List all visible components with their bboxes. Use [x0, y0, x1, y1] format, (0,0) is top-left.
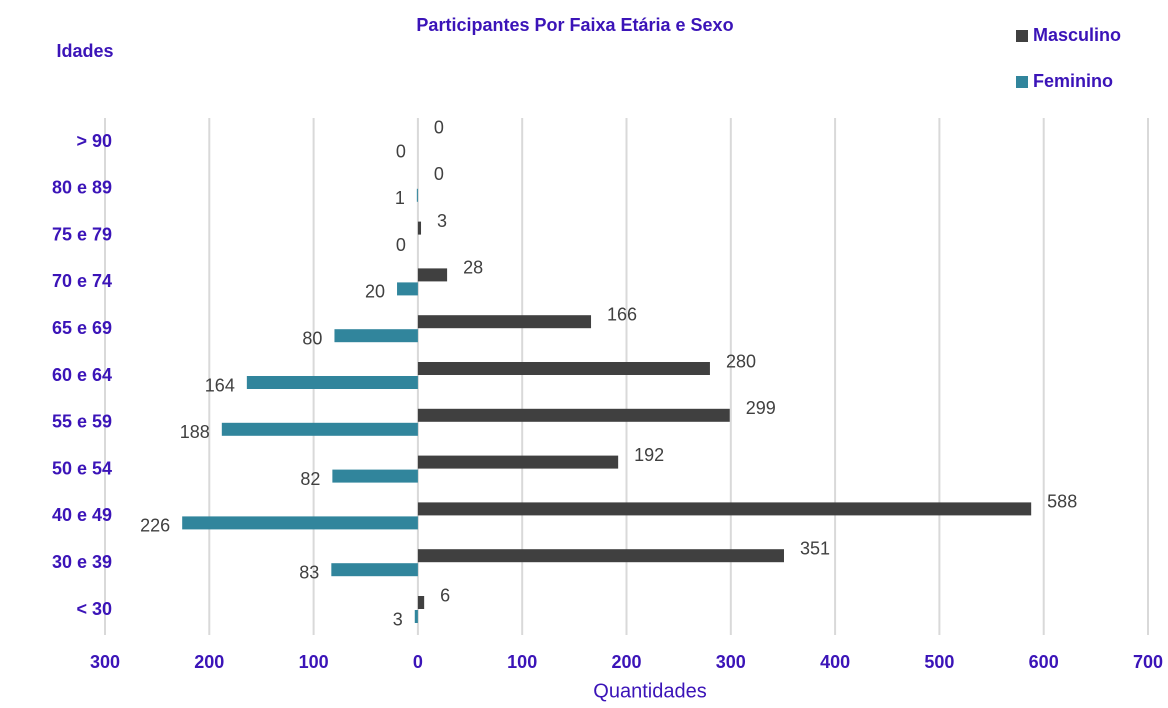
x-tick-label: 500 — [924, 652, 954, 672]
x-tick-label: 400 — [820, 652, 850, 672]
bar — [331, 563, 418, 577]
x-tick-label: 200 — [611, 652, 641, 672]
data-label: 1 — [395, 188, 405, 208]
data-label: 0 — [434, 164, 444, 184]
x-tick-label: 700 — [1133, 652, 1163, 672]
data-label: 192 — [634, 445, 664, 465]
x-axis-title: Quantidades — [593, 680, 706, 702]
bar — [416, 188, 418, 202]
y-tick-label: 75 e 79 — [52, 224, 112, 244]
legend-label: Feminino — [1033, 71, 1113, 91]
y-tick-label: 70 e 74 — [52, 271, 112, 291]
data-label: 0 — [396, 235, 406, 255]
data-label: 6 — [440, 585, 450, 605]
data-label: 188 — [180, 422, 210, 442]
data-label: 0 — [396, 141, 406, 161]
bar — [182, 516, 418, 530]
bar — [417, 408, 730, 422]
bar — [332, 469, 418, 483]
data-label: 299 — [746, 398, 776, 418]
y-axis-title: Idades — [56, 41, 113, 61]
data-label: 226 — [140, 516, 170, 536]
data-label: 164 — [205, 375, 235, 395]
bar — [417, 549, 784, 563]
bar — [417, 221, 422, 235]
bar — [334, 329, 418, 343]
legend-swatch — [1016, 30, 1028, 42]
legend-swatch — [1016, 76, 1028, 88]
data-label: 28 — [463, 258, 483, 278]
x-tick-label: 600 — [1029, 652, 1059, 672]
data-label: 80 — [302, 328, 322, 348]
bar — [221, 422, 418, 436]
legend-label: Masculino — [1033, 25, 1121, 45]
y-tick-label: 80 e 89 — [52, 178, 112, 198]
bar — [417, 362, 710, 375]
x-tick-label: 100 — [299, 652, 329, 672]
bar — [417, 596, 425, 609]
y-tick-label: 60 e 64 — [52, 365, 112, 385]
y-tick-label: 40 e 49 — [52, 505, 112, 525]
y-tick-label: 30 e 39 — [52, 552, 112, 572]
data-label: 588 — [1047, 492, 1077, 512]
data-label: 20 — [365, 282, 385, 302]
data-label: 280 — [726, 351, 756, 371]
x-tick-label: 200 — [194, 652, 224, 672]
data-label: 3 — [393, 609, 403, 629]
y-tick-label: 55 e 59 — [52, 412, 112, 432]
data-label: 0 — [434, 117, 444, 137]
bar — [397, 282, 418, 296]
bar — [417, 315, 592, 329]
x-tick-label: 300 — [90, 652, 120, 672]
bar — [417, 455, 619, 469]
data-label: 351 — [800, 538, 830, 558]
y-tick-label: 65 e 69 — [52, 318, 112, 338]
bar — [417, 268, 448, 282]
bar — [414, 610, 418, 623]
data-label: 83 — [299, 562, 319, 582]
data-label: 3 — [437, 211, 447, 231]
y-tick-label: < 30 — [76, 599, 112, 619]
x-tick-label: 0 — [413, 652, 423, 672]
chart-title: Participantes Por Faixa Etária e Sexo — [416, 15, 733, 35]
y-tick-label: > 90 — [76, 131, 112, 151]
x-tick-label: 300 — [716, 652, 746, 672]
data-label: 82 — [300, 469, 320, 489]
data-label: 166 — [607, 304, 637, 324]
y-tick-label: 50 e 54 — [52, 458, 112, 478]
bar — [246, 376, 418, 389]
bar — [417, 502, 1032, 516]
x-tick-label: 100 — [507, 652, 537, 672]
